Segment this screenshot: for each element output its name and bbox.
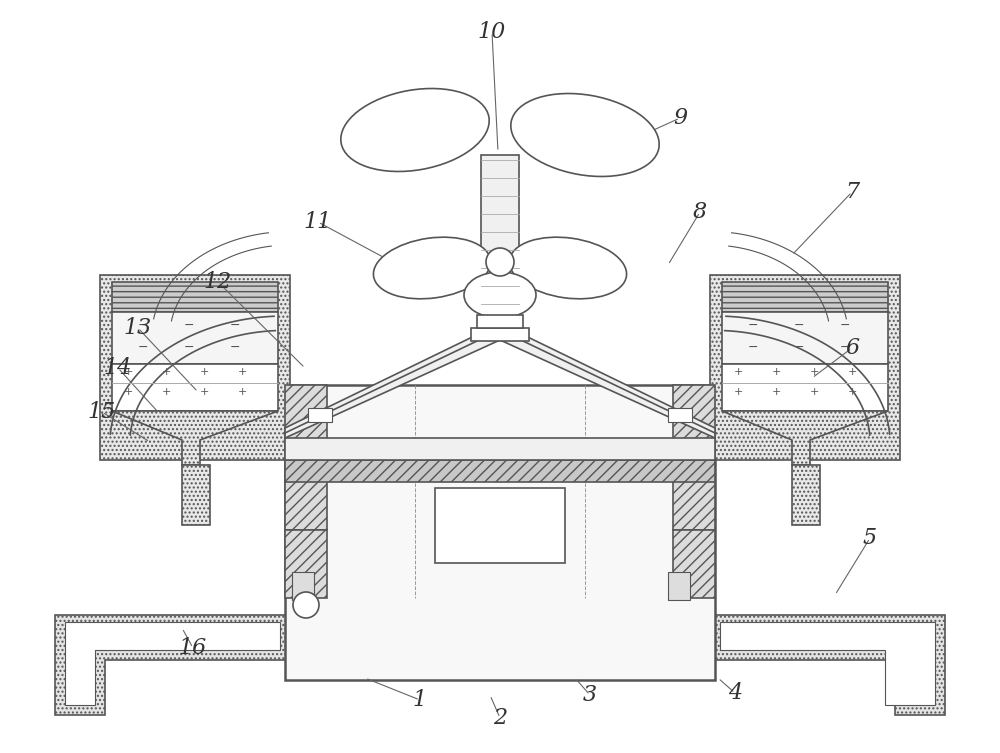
Text: +: + (161, 367, 171, 377)
Text: +: + (237, 387, 247, 397)
Bar (112, 282, 278, 312)
Text: −: − (184, 319, 194, 331)
Text: +: + (771, 367, 781, 377)
Ellipse shape (511, 93, 659, 176)
Bar (285, 438, 715, 460)
Text: +: + (199, 367, 209, 377)
Text: +: + (123, 367, 133, 377)
Bar (182, 465, 210, 525)
Text: −: − (138, 319, 148, 331)
Bar (792, 465, 820, 525)
Bar (112, 364, 278, 411)
Bar (481, 155, 519, 330)
Text: −: − (230, 319, 240, 331)
Text: +: + (733, 367, 743, 377)
Circle shape (486, 248, 514, 276)
Bar (477, 315, 523, 328)
Text: +: + (199, 387, 209, 397)
Bar (285, 530, 327, 598)
Text: +: + (733, 387, 743, 397)
Polygon shape (55, 615, 290, 715)
Text: +: + (771, 387, 781, 397)
Text: 14: 14 (104, 357, 132, 379)
Polygon shape (65, 622, 280, 705)
Text: −: − (184, 340, 194, 353)
Bar (285, 460, 715, 482)
Text: −: − (748, 319, 758, 331)
Ellipse shape (509, 237, 627, 299)
Polygon shape (720, 622, 935, 705)
Ellipse shape (341, 89, 489, 172)
Text: −: − (748, 340, 758, 353)
Bar (722, 312, 888, 364)
Text: −: − (840, 340, 850, 353)
Ellipse shape (373, 237, 491, 299)
Polygon shape (500, 325, 715, 438)
Bar (710, 275, 900, 460)
Bar (668, 572, 690, 600)
Text: +: + (237, 367, 247, 377)
Text: 3: 3 (583, 684, 597, 706)
Text: +: + (123, 387, 133, 397)
Polygon shape (722, 411, 888, 465)
Text: 4: 4 (728, 682, 742, 704)
Text: +: + (161, 387, 171, 397)
Text: 7: 7 (845, 181, 859, 203)
Text: 15: 15 (88, 401, 116, 423)
Bar (285, 385, 327, 530)
Text: +: + (809, 387, 819, 397)
Ellipse shape (464, 272, 536, 318)
Text: −: − (138, 340, 148, 353)
Text: −: − (230, 340, 240, 353)
Bar (673, 385, 715, 530)
Bar (722, 282, 888, 312)
Circle shape (293, 592, 319, 618)
Text: −: − (794, 319, 804, 331)
Text: 13: 13 (124, 317, 152, 339)
Polygon shape (112, 411, 278, 465)
Text: 9: 9 (673, 107, 687, 129)
Text: −: − (794, 340, 804, 353)
Text: 10: 10 (478, 21, 506, 43)
Text: 12: 12 (204, 271, 232, 293)
Text: 8: 8 (693, 201, 707, 223)
Bar (308, 408, 332, 422)
Bar (722, 364, 888, 411)
Polygon shape (285, 325, 500, 438)
Bar (673, 530, 715, 598)
Bar (435, 488, 565, 563)
Text: 5: 5 (863, 527, 877, 549)
Text: 11: 11 (304, 211, 332, 233)
Bar (100, 275, 290, 460)
Polygon shape (710, 615, 945, 715)
Bar (471, 328, 529, 341)
Bar (112, 312, 278, 364)
Text: +: + (847, 387, 857, 397)
Bar (668, 408, 692, 422)
Text: +: + (809, 367, 819, 377)
Bar (292, 572, 314, 600)
Text: +: + (847, 367, 857, 377)
Text: 6: 6 (845, 337, 859, 359)
Text: −: − (840, 319, 850, 331)
Text: 2: 2 (493, 707, 507, 729)
Bar (285, 385, 715, 680)
Text: 16: 16 (179, 637, 207, 659)
Text: 1: 1 (413, 689, 427, 711)
